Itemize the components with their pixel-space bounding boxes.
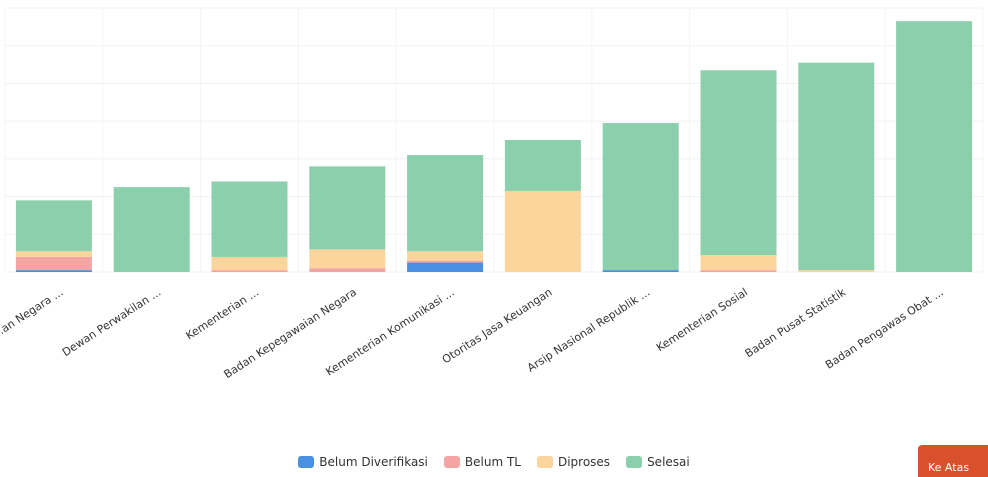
x-tick-label-2: Kementerian ... xyxy=(183,286,261,343)
bar-belum-tl-7[interactable] xyxy=(700,270,777,272)
legend-swatch-belum-diverifikasi xyxy=(298,456,315,468)
bar-belum-tl-2[interactable] xyxy=(211,270,288,272)
legend-item-belum-tl[interactable]: Belum TL xyxy=(443,455,521,469)
legend-label-belum-diverifikasi: Belum Diverifikasi xyxy=(319,455,428,469)
bar-belum-tl-4[interactable] xyxy=(407,260,484,263)
legend-label-diproses: Diproses xyxy=(557,455,611,469)
bar-diproses-2[interactable] xyxy=(211,256,288,271)
bar-diproses-5[interactable] xyxy=(504,190,581,272)
bar-selesai-0[interactable] xyxy=(15,200,92,252)
x-tick-label-1: Dewan Perwakilan ... xyxy=(60,286,163,359)
bar-belum-diverifikasi-6[interactable] xyxy=(602,270,679,272)
bar-diproses-7[interactable] xyxy=(700,255,777,271)
legend-swatch-selesai xyxy=(626,456,643,468)
back-to-top-button[interactable]: Ke Atas xyxy=(918,445,988,477)
bar-selesai-5[interactable] xyxy=(504,140,581,191)
legend-swatch-belum-tl xyxy=(443,456,460,468)
legend-swatch-diproses xyxy=(536,456,553,468)
bar-selesai-9[interactable] xyxy=(896,21,973,273)
x-tick-label-0: ...an Negara ... xyxy=(0,286,66,341)
legend-item-selesai[interactable]: Selesai xyxy=(626,455,690,469)
x-tick-label-5: Otoritas Jasa Keuangan xyxy=(440,286,555,367)
legend-label-selesai: Selesai xyxy=(647,455,690,469)
legend-item-diproses[interactable]: Diproses xyxy=(536,455,611,469)
bar-belum-tl-3[interactable] xyxy=(309,268,386,272)
bar-belum-diverifikasi-0[interactable] xyxy=(15,270,92,272)
bar-selesai-7[interactable] xyxy=(700,70,777,256)
bar-diproses-4[interactable] xyxy=(407,251,484,261)
legend: Belum Diverifikasi Belum TL Diproses Sel… xyxy=(0,455,988,469)
bars xyxy=(15,21,973,273)
x-tick-label-7: Kementerian Sosial xyxy=(654,286,750,355)
x-tick-label-8: Badan Pusat Statistik xyxy=(743,285,849,360)
bar-diproses-3[interactable] xyxy=(309,249,386,269)
bar-selesai-1[interactable] xyxy=(113,187,190,272)
x-axis-labels: ...an Negara ...Dewan Perwakilan ... Keme… xyxy=(0,285,946,381)
bar-selesai-2[interactable] xyxy=(211,181,288,257)
bar-selesai-4[interactable] xyxy=(407,155,484,252)
bar-selesai-6[interactable] xyxy=(602,123,679,271)
bar-selesai-3[interactable] xyxy=(309,166,386,250)
legend-label-belum-tl: Belum TL xyxy=(464,455,521,469)
bar-selesai-8[interactable] xyxy=(798,62,875,271)
bar-belum-tl-0[interactable] xyxy=(15,256,92,271)
legend-item-belum-diverifikasi[interactable]: Belum Diverifikasi xyxy=(298,455,428,469)
bar-diproses-8[interactable] xyxy=(798,270,875,272)
bar-diproses-0[interactable] xyxy=(15,251,92,257)
bar-belum-diverifikasi-4[interactable] xyxy=(407,262,484,272)
